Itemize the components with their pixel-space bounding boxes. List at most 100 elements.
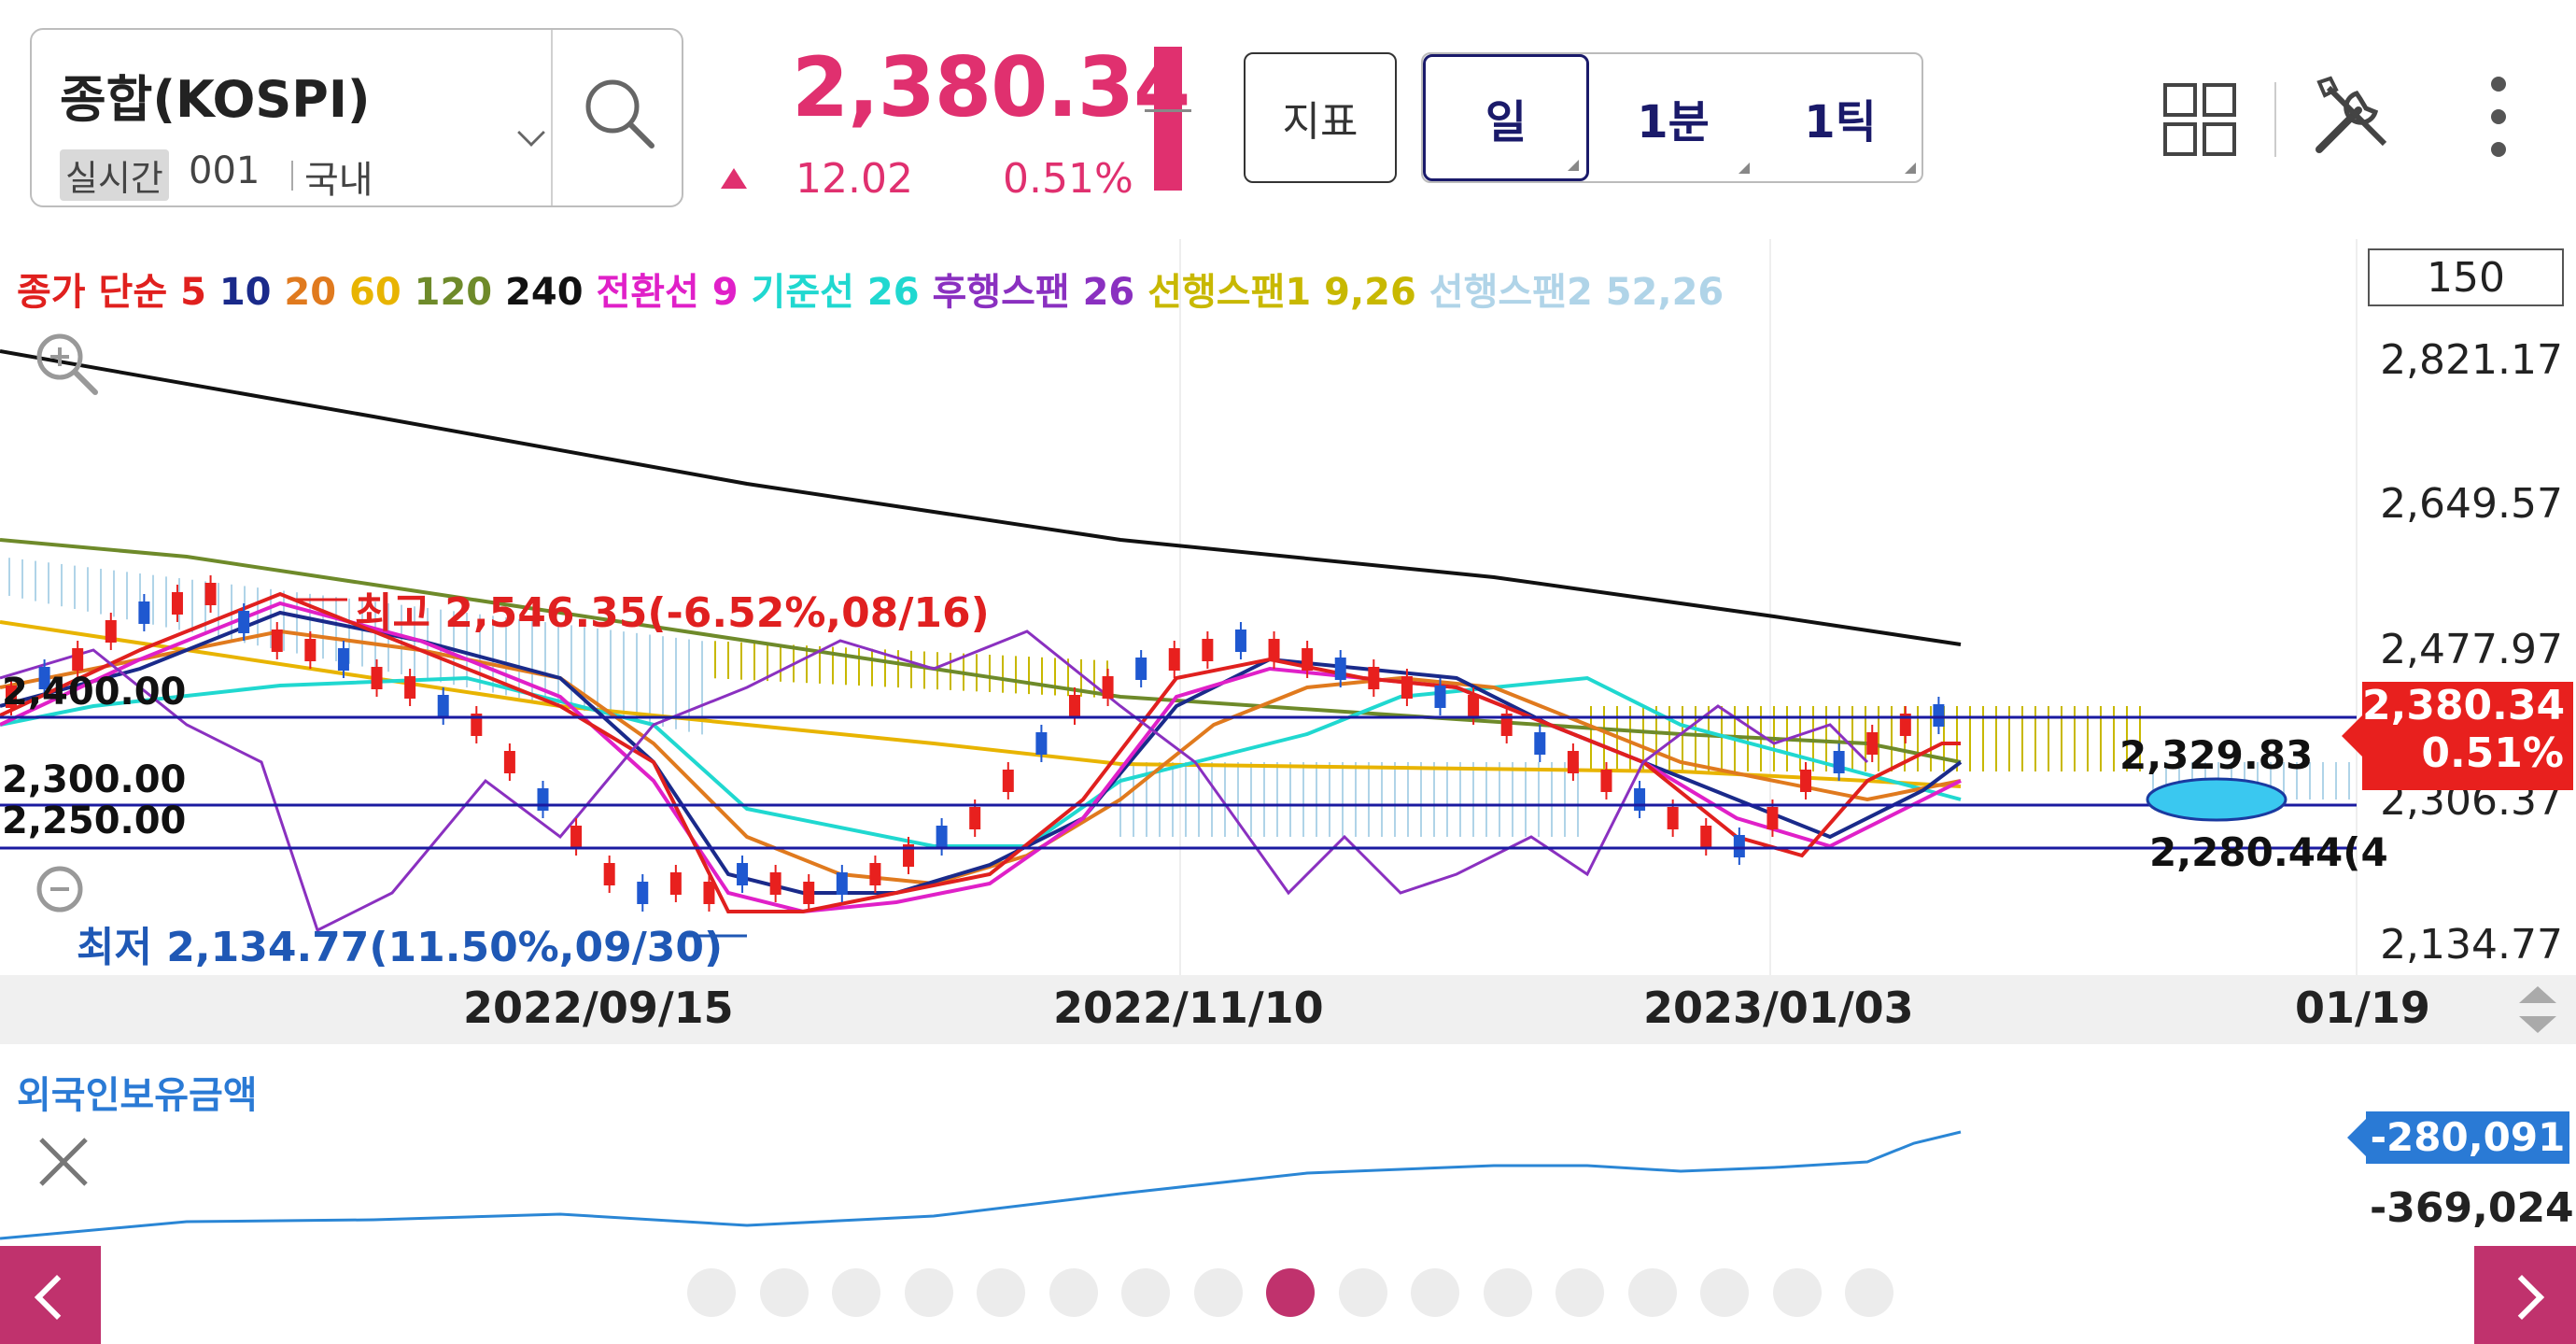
candle (1833, 751, 1845, 773)
search-icon[interactable] (581, 75, 659, 153)
market-label: 국내 (304, 159, 373, 202)
page-dot[interactable] (1411, 1268, 1459, 1317)
legend-item[interactable]: 60 (349, 271, 415, 314)
candle (503, 751, 515, 773)
y-axis-label: 2,134.77 (2380, 921, 2563, 969)
page-dot[interactable] (1193, 1268, 1243, 1317)
page-dot[interactable] (1555, 1268, 1604, 1317)
target-ellipse[interactable] (2146, 777, 2287, 822)
legend-item[interactable]: 기준선 26 (751, 271, 933, 314)
candle (238, 611, 250, 633)
corner-icon (1738, 163, 1750, 174)
divider (291, 161, 293, 191)
candle-count-box[interactable]: 150 (2368, 248, 2564, 306)
conversion-line (0, 601, 1962, 914)
candle (404, 676, 416, 699)
date-label: 2023/01/03 (1643, 983, 1914, 1033)
page-dot[interactable] (759, 1268, 809, 1317)
page-dot[interactable] (1772, 1268, 1822, 1317)
indicator-button[interactable]: 지표 (1244, 52, 1397, 183)
candle (1800, 770, 1812, 792)
candle (1468, 695, 1480, 717)
y-axis-label: 2,477.97 (2380, 626, 2563, 673)
candle (105, 620, 117, 643)
page-dot[interactable] (904, 1268, 953, 1317)
candle (1401, 676, 1413, 699)
target-top-label: 2,329.83 (2119, 732, 2314, 778)
legend-item[interactable]: 후행스팬 26 (932, 271, 1148, 314)
lagging-span-line (0, 630, 1869, 933)
tools-icon[interactable] (2310, 75, 2394, 159)
candle (371, 667, 383, 689)
page-dot[interactable] (687, 1268, 736, 1317)
foreign-holding-line (0, 1130, 1962, 1240)
legend-item[interactable]: 120 (414, 271, 506, 314)
page-dot[interactable] (1121, 1268, 1170, 1317)
prev-page-button[interactable] (0, 1246, 101, 1344)
grid-layout-icon[interactable] (2162, 82, 2237, 157)
candle (1202, 639, 1214, 661)
candle (138, 601, 150, 624)
hline-label: 2,300.00 (2, 758, 187, 801)
legend-item[interactable]: 전환선 9 (596, 271, 752, 314)
symbol-code: 001 (189, 149, 260, 192)
candle (969, 807, 981, 829)
page-dot[interactable] (1266, 1268, 1315, 1317)
price-tag-pct: 0.51% (2421, 729, 2564, 777)
legend-item[interactable]: 10 (218, 271, 285, 314)
candle (1035, 732, 1048, 755)
symbol-selector[interactable]: 종합(KOSPI) 실시간 001 국내 (30, 28, 683, 207)
indicator-legend[interactable]: 종가 단순 5 10 20 60 120 240 전환선 9 기준선 26 후행… (17, 262, 1724, 316)
price-change: 12.02 (795, 155, 913, 203)
page-dot[interactable] (1338, 1268, 1387, 1317)
corner-icon (1568, 160, 1579, 171)
page-dot[interactable] (1700, 1268, 1749, 1317)
ma5-line (0, 591, 1961, 913)
page-dot[interactable] (832, 1268, 880, 1317)
tab-1tick[interactable]: 1틱 (1757, 54, 1923, 181)
candle (803, 882, 815, 904)
price-chart[interactable] (0, 239, 2576, 977)
sub-min-label: -369,024 (2370, 1184, 2574, 1232)
page-dot[interactable] (1627, 1268, 1677, 1317)
zoom-in-icon[interactable] (32, 329, 103, 400)
y-axis-label: 2,821.17 (2380, 336, 2563, 384)
candle (703, 882, 715, 904)
more-vertical-icon[interactable] (2487, 75, 2510, 159)
candles (6, 575, 1945, 912)
legend-item[interactable]: 20 (284, 271, 350, 314)
tab-day[interactable]: 일 (1423, 54, 1589, 181)
ma10-line (0, 610, 1963, 895)
candle (471, 714, 483, 736)
legend-item[interactable]: 240 (505, 271, 597, 314)
zoom-out-icon[interactable] (32, 861, 103, 932)
legend-item[interactable]: 종가 단순 (17, 271, 181, 314)
candle (903, 844, 915, 867)
close-icon[interactable] (35, 1134, 91, 1190)
legend-item[interactable]: 선행스팬2 52,26 (1429, 271, 1724, 314)
page-dot[interactable] (1845, 1268, 1893, 1317)
legend-item[interactable]: 5 (180, 271, 219, 314)
page-dot[interactable] (977, 1268, 1025, 1317)
candle (437, 695, 449, 717)
low-annotation: 최저 2,134.77(11.50%,09/30) (77, 924, 724, 971)
hline-label: 2,250.00 (2, 799, 187, 842)
realtime-tag: 실시간 (60, 149, 169, 201)
candle (1866, 732, 1879, 755)
page-dot[interactable] (1483, 1268, 1532, 1317)
date-axis[interactable]: 2022/09/15 2022/11/10 2023/01/03 01/19 (0, 975, 2576, 1044)
current-price-tag: 2,380.34 0.51% (2342, 682, 2573, 790)
page-navigator (0, 1246, 2576, 1344)
symbol-name[interactable]: 종합(KOSPI) (60, 70, 371, 129)
search-button[interactable] (555, 30, 682, 205)
scroll-updown-icon[interactable] (2510, 979, 2566, 1040)
sub-chart[interactable] (0, 1055, 2576, 1242)
page-dot[interactable] (1049, 1268, 1098, 1317)
candle (1268, 639, 1280, 661)
candle (1733, 835, 1745, 857)
chevron-down-icon[interactable] (517, 119, 545, 147)
legend-item[interactable]: 선행스팬1 9,26 (1147, 271, 1429, 314)
next-page-button[interactable] (2474, 1246, 2576, 1344)
tab-1min[interactable]: 1분 (1589, 54, 1757, 181)
candle (1102, 676, 1114, 699)
